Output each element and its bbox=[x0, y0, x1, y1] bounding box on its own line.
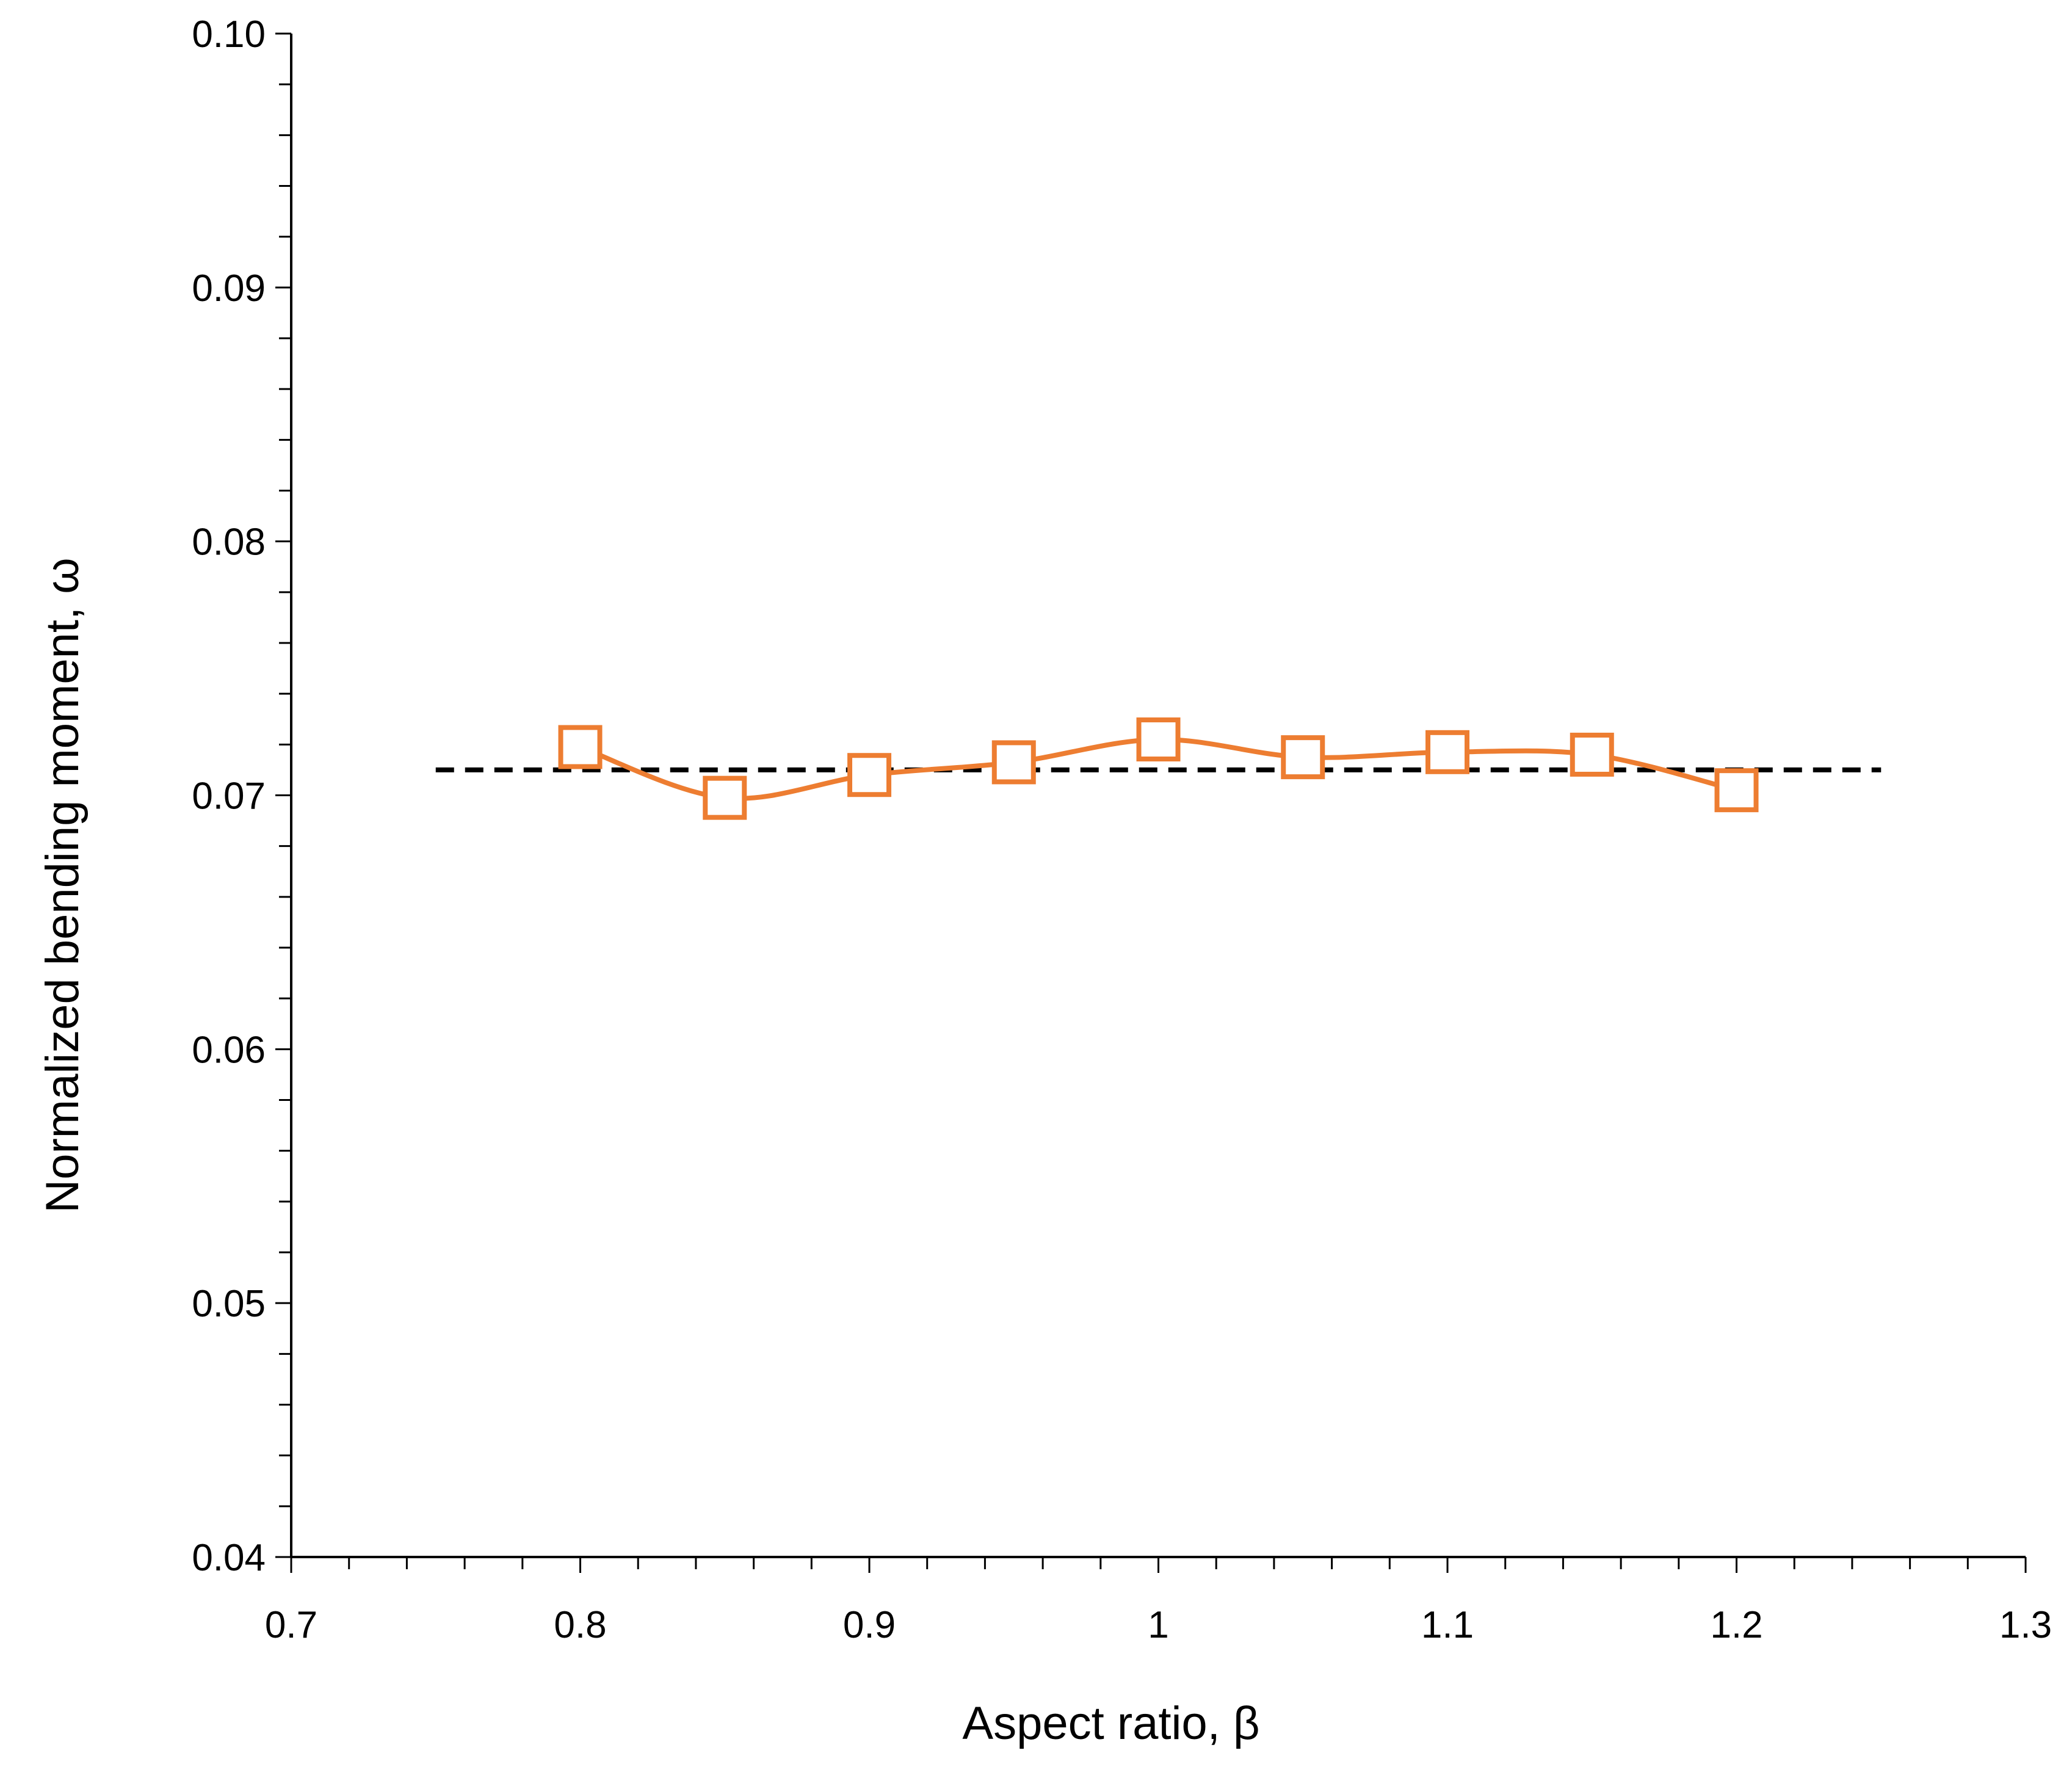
x-axis-title: Aspect ratio, β bbox=[962, 1697, 1259, 1749]
data-point-marker bbox=[558, 725, 603, 769]
y-tick-label: 0.04 bbox=[192, 1537, 266, 1579]
x-tick-label: 1 bbox=[1148, 1604, 1168, 1646]
x-tick-label: 0.9 bbox=[843, 1604, 896, 1646]
y-axis-title: Normalized bending moment, ω bbox=[37, 557, 89, 1213]
plot-area bbox=[435, 717, 1882, 820]
y-tick-label: 0.07 bbox=[192, 775, 266, 818]
data-point-marker bbox=[991, 740, 1036, 785]
data-point-marker bbox=[1281, 735, 1325, 780]
y-tick-label: 0.06 bbox=[192, 1029, 266, 1071]
data-point-marker bbox=[1714, 768, 1759, 813]
y-tick-label: 0.09 bbox=[192, 267, 266, 310]
y-tick-label: 0.05 bbox=[192, 1283, 266, 1325]
x-tick-label: 0.8 bbox=[554, 1604, 606, 1646]
y-tick-label: 0.08 bbox=[192, 521, 266, 564]
x-tick-label: 1.1 bbox=[1421, 1604, 1474, 1646]
axes: 0.04 0.05 0.06 0.07 0.08 0.09 0.10 0.7 0.8 0.9 1 1.… bbox=[192, 13, 2052, 1646]
x-tick-label: 0.7 bbox=[265, 1604, 317, 1646]
x-tick-label: 1.2 bbox=[1710, 1604, 1762, 1646]
data-point-marker bbox=[1425, 730, 1469, 774]
data-point-marker bbox=[847, 753, 891, 797]
data-point-marker bbox=[1570, 732, 1614, 777]
x-tick-label: 1.3 bbox=[1999, 1604, 2052, 1646]
data-point-marker bbox=[703, 775, 747, 820]
data-point-marker bbox=[1136, 717, 1181, 762]
y-tick-label: 0.10 bbox=[192, 13, 266, 56]
